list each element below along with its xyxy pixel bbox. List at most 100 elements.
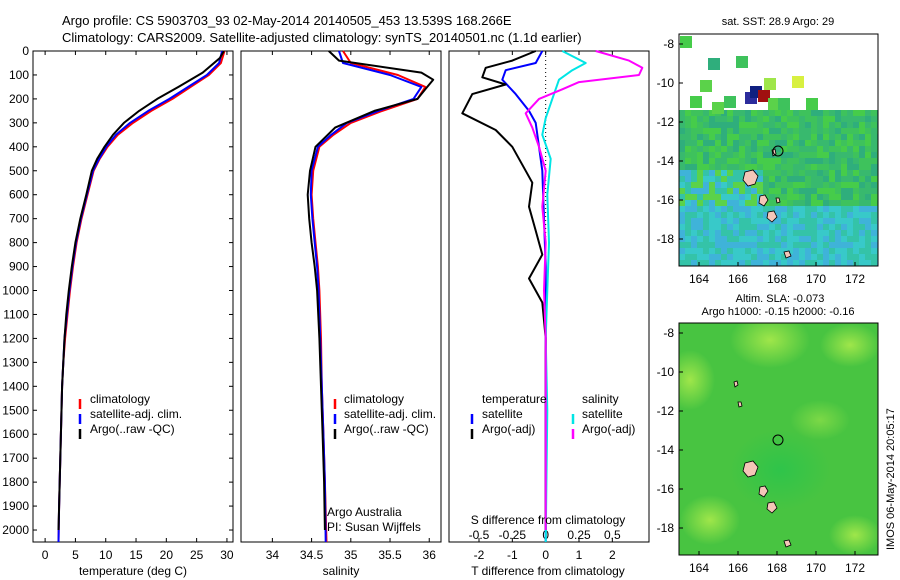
sst-cell xyxy=(799,110,805,116)
sst-cell xyxy=(853,194,859,200)
sst-cell xyxy=(679,164,685,170)
sst-cell xyxy=(685,116,691,122)
sst-cell xyxy=(829,146,835,152)
sst-cell xyxy=(715,152,721,158)
sst-cell xyxy=(799,200,805,206)
sst-cell xyxy=(691,230,697,236)
sst-cell xyxy=(715,176,721,182)
sst-cell xyxy=(799,134,805,140)
sst-cell xyxy=(758,90,770,102)
lat-tick-label: -14 xyxy=(657,154,675,168)
temperature-xlabel: temperature (deg C) xyxy=(79,564,187,578)
series-line-climatology xyxy=(310,50,427,543)
sst-cell xyxy=(763,110,769,116)
sst-cell xyxy=(859,152,865,158)
sst-cell xyxy=(835,200,841,206)
sst-cell xyxy=(724,96,736,108)
series-line-argo-raw-qc- xyxy=(306,50,435,531)
sst-cell xyxy=(841,182,847,188)
depth-tick-label: 1200 xyxy=(2,331,29,345)
sst-cell xyxy=(679,170,685,176)
sst-cell xyxy=(739,194,745,200)
sst-cell xyxy=(859,110,865,116)
sst-cell xyxy=(727,158,733,164)
sst-cell xyxy=(781,110,787,116)
sst-cell xyxy=(745,230,751,236)
sst-cell xyxy=(805,248,811,254)
sst-cell xyxy=(781,200,787,206)
sst-cell xyxy=(817,134,823,140)
sst-cell xyxy=(697,224,703,230)
sst-cell xyxy=(733,182,739,188)
sst-cell xyxy=(679,116,685,122)
x-tick-label: 30 xyxy=(220,548,234,562)
sst-cell xyxy=(871,146,877,152)
x-tick-label: 0 xyxy=(542,548,549,562)
sst-cell xyxy=(787,170,793,176)
sst-cell xyxy=(823,200,829,206)
sst-cell xyxy=(835,110,841,116)
sst-cell xyxy=(721,200,727,206)
sst-cell xyxy=(811,146,817,152)
sst-cell xyxy=(721,188,727,194)
sst-cell xyxy=(733,158,739,164)
sst-cell xyxy=(775,158,781,164)
sst-cell xyxy=(811,242,817,248)
sst-cell xyxy=(685,134,691,140)
sst-cell xyxy=(733,200,739,206)
sst-cell xyxy=(853,116,859,122)
sst-cell xyxy=(751,254,757,260)
sst-cell xyxy=(775,212,781,218)
sst-cell xyxy=(703,140,709,146)
sst-cell xyxy=(709,212,715,218)
sst-cell xyxy=(721,170,727,176)
sst-cell xyxy=(703,176,709,182)
sst-cell xyxy=(745,218,751,224)
sst-cell xyxy=(745,242,751,248)
sst-cell xyxy=(709,170,715,176)
legend-label-argo: Argo(..raw -QC) xyxy=(90,422,175,436)
sst-cell xyxy=(823,116,829,122)
sst-cell xyxy=(763,146,769,152)
sst-cell xyxy=(739,188,745,194)
sst-cell xyxy=(865,248,871,254)
temperature-panel: 0100200300400500600700800900100011001200… xyxy=(2,44,234,578)
sst-cell xyxy=(727,170,733,176)
sst-cell xyxy=(823,128,829,134)
sst-cell xyxy=(817,116,823,122)
sst-cell xyxy=(751,260,757,266)
lat-tick-label: -16 xyxy=(657,482,675,496)
sst-cell xyxy=(727,254,733,260)
difference-series xyxy=(461,50,644,543)
depth-tick-label: 400 xyxy=(9,140,29,154)
sst-cell xyxy=(823,212,829,218)
sst-cell xyxy=(829,260,835,266)
sst-cell xyxy=(685,260,691,266)
sla-high-3 xyxy=(679,350,715,410)
sst-cell xyxy=(871,122,877,128)
sst-cell xyxy=(721,218,727,224)
sst-cell xyxy=(763,140,769,146)
sst-cell xyxy=(691,116,697,122)
sst-cell xyxy=(733,134,739,140)
sst-cell xyxy=(811,152,817,158)
sst-cell xyxy=(847,200,853,206)
sst-cell xyxy=(685,140,691,146)
sst-cell xyxy=(745,116,751,122)
sst-cell xyxy=(709,236,715,242)
sst-cell xyxy=(793,254,799,260)
lat-tick-label: -18 xyxy=(657,232,675,246)
sst-cell xyxy=(859,116,865,122)
sst-cell xyxy=(769,236,775,242)
sst-cell xyxy=(835,194,841,200)
sst-cell xyxy=(853,236,859,242)
sst-cell xyxy=(775,140,781,146)
sst-cell xyxy=(781,140,787,146)
sst-cell xyxy=(751,224,757,230)
sst-cell xyxy=(781,230,787,236)
sst-cell xyxy=(697,158,703,164)
sst-cell xyxy=(697,248,703,254)
sst-cell xyxy=(703,260,709,266)
sst-cell xyxy=(691,182,697,188)
sst-cell xyxy=(853,122,859,128)
